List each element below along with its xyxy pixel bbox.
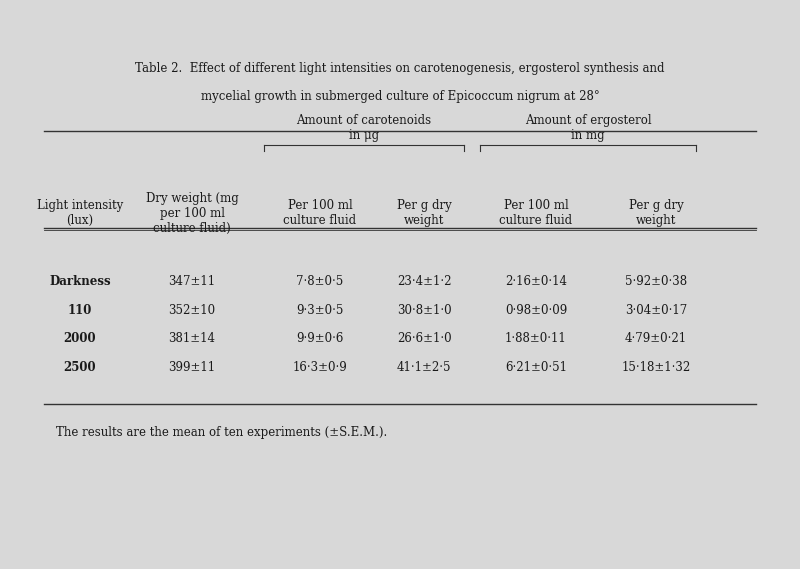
Text: 1·88±0·11: 1·88±0·11 (505, 332, 567, 345)
Text: 4·79±0·21: 4·79±0·21 (625, 332, 687, 345)
Text: Per g dry
weight: Per g dry weight (397, 199, 451, 228)
Text: 347±11: 347±11 (169, 275, 215, 288)
Text: 0·98±0·09: 0·98±0·09 (505, 304, 567, 316)
Text: Darkness: Darkness (49, 275, 111, 288)
Text: 2·16±0·14: 2·16±0·14 (505, 275, 567, 288)
Text: 352±10: 352±10 (169, 304, 215, 316)
Text: 9·3±0·5: 9·3±0·5 (296, 304, 344, 316)
Text: 2500: 2500 (64, 361, 96, 373)
Text: mycelial growth in submerged culture of Epicoccum nigrum at 28°: mycelial growth in submerged culture of … (201, 90, 599, 103)
Text: 110: 110 (68, 304, 92, 316)
Text: 2000: 2000 (64, 332, 96, 345)
Text: Per 100 ml
culture fluid: Per 100 ml culture fluid (499, 199, 573, 228)
Text: 9·9±0·6: 9·9±0·6 (296, 332, 344, 345)
Text: Dry weight (mg
per 100 ml
culture fluid): Dry weight (mg per 100 ml culture fluid) (146, 192, 238, 235)
Text: Amount of carotenoids
in μg: Amount of carotenoids in μg (297, 114, 431, 142)
Text: The results are the mean of ten experiments (±S.E.M.).: The results are the mean of ten experime… (56, 426, 387, 439)
Text: Table 2.  Effect of different light intensities on carotenogenesis, ergosterol s: Table 2. Effect of different light inten… (135, 62, 665, 75)
Text: Light intensity
(lux): Light intensity (lux) (37, 199, 123, 228)
Text: 26·6±1·0: 26·6±1·0 (397, 332, 451, 345)
Text: Amount of ergosterol
in mg: Amount of ergosterol in mg (525, 114, 651, 142)
Text: 41·1±2·5: 41·1±2·5 (397, 361, 451, 373)
Text: 30·8±1·0: 30·8±1·0 (397, 304, 451, 316)
Text: Per g dry
weight: Per g dry weight (629, 199, 683, 228)
Text: Per 100 ml
culture fluid: Per 100 ml culture fluid (283, 199, 357, 228)
Text: 15·18±1·32: 15·18±1·32 (622, 361, 690, 373)
Text: 6·21±0·51: 6·21±0·51 (505, 361, 567, 373)
Text: 7·8±0·5: 7·8±0·5 (296, 275, 344, 288)
Text: 5·92±0·38: 5·92±0·38 (625, 275, 687, 288)
Text: 3·04±0·17: 3·04±0·17 (625, 304, 687, 316)
Text: 23·4±1·2: 23·4±1·2 (397, 275, 451, 288)
Text: 399±11: 399±11 (169, 361, 215, 373)
Text: 381±14: 381±14 (169, 332, 215, 345)
Text: 16·3±0·9: 16·3±0·9 (293, 361, 347, 373)
